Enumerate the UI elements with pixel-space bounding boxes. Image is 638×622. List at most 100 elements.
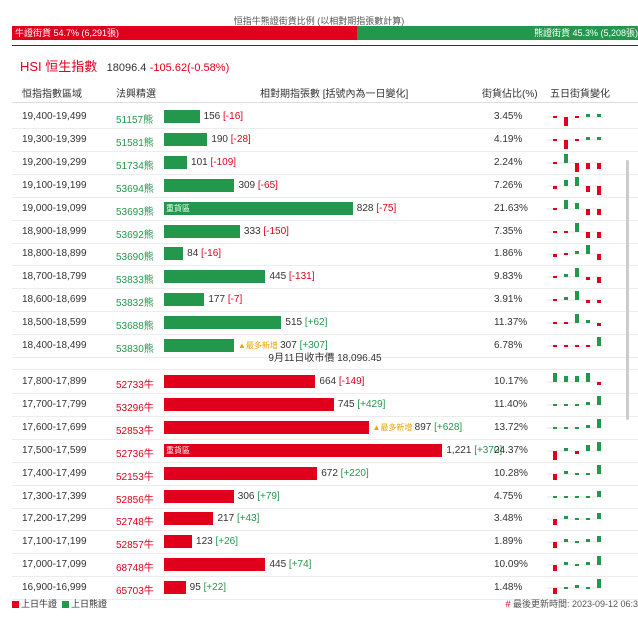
five-day-trend [547, 114, 603, 126]
row-pct: 10.09% [494, 559, 528, 571]
table-row[interactable]: 17,100-17,199 52857牛 123 [+26] 1.89% [12, 531, 638, 555]
row-code-link[interactable]: 53692熊 [116, 229, 154, 241]
row-pct: 10.28% [494, 467, 528, 479]
row-pct: 3.45% [494, 111, 523, 122]
row-code-link[interactable]: 53694熊 [116, 183, 154, 195]
count-value: 309 [238, 179, 258, 191]
row-range: 18,400-18,499 [22, 340, 87, 351]
table-row[interactable]: 17,000-17,099 68748牛 445 [+74] 10.09% [12, 554, 638, 578]
row-code-link[interactable]: 51734熊 [116, 160, 154, 172]
table-row[interactable]: 17,600-17,699 52853牛 ▲最多新增 897 [+628] 13.72… [12, 417, 638, 440]
row-count: 1,221 [+370] [446, 445, 502, 456]
trend-day-mark [575, 495, 579, 498]
legend-bear-swatch [62, 601, 70, 609]
row-code-link[interactable]: 65703牛 [116, 586, 154, 598]
table-row[interactable]: 17,700-17,799 53296牛 745 [+429] 11.40% [12, 394, 638, 417]
row-pct: 10.17% [494, 376, 528, 387]
row-code-link[interactable]: 53296牛 [116, 402, 154, 414]
count-value: 156 [203, 111, 224, 122]
row-pct: 13.72% [494, 421, 528, 433]
table-row[interactable]: 19,200-19,299 51734熊 101 [-109] 2.24% [12, 152, 638, 175]
row-code-link[interactable]: 53688熊 [116, 321, 154, 333]
count-bar [164, 247, 184, 261]
table-row[interactable]: 19,400-19,499 51157熊 156 [-16] 3.45% [12, 106, 638, 129]
row-code-link[interactable]: 53690熊 [116, 252, 154, 264]
trend-day-mark [553, 207, 557, 210]
trend-day-mark [575, 268, 579, 278]
table-row[interactable]: 17,400-17,499 52153牛 672 [+220] 10.28% [12, 463, 638, 486]
table-row[interactable]: 19,000-19,099 53693熊 重貨區 828 [-75] 21.63% [12, 198, 638, 221]
row-code-link[interactable]: 52853牛 [116, 425, 154, 437]
trend-day-mark [586, 300, 590, 304]
trend-day-mark [553, 116, 557, 118]
row-count: ▲最多新增 897 [+628] [373, 422, 463, 433]
table-row[interactable]: 19,100-19,199 53694熊 309 [-65] 7.26% [12, 175, 638, 198]
count-bar [164, 270, 266, 284]
trend-day-mark [575, 202, 579, 209]
row-code-link[interactable]: 53833熊 [116, 275, 154, 287]
row-code-link[interactable]: 52736牛 [116, 448, 154, 460]
count-change: [+220] [340, 467, 369, 479]
trend-day-mark [597, 300, 601, 304]
scrollbar[interactable] [626, 160, 629, 420]
trend-day-mark [597, 114, 601, 117]
close-price-line: 9月11日收市價 18,096.45 [12, 349, 638, 370]
table-row[interactable]: 19,300-19,399 51581熊 190 [-28] 4.19% [12, 129, 638, 152]
table-row[interactable]: 17,800-17,899 52733牛 664 [-149] 10.17% [12, 371, 638, 394]
trend-day-mark [553, 450, 557, 460]
trend-day-mark [564, 117, 568, 126]
row-code-link[interactable]: 53693熊 [116, 206, 154, 218]
count-change: [-16] [201, 248, 222, 260]
row-code-link[interactable]: 52856牛 [116, 494, 154, 506]
five-day-trend [547, 337, 603, 347]
trend-day-mark [586, 245, 590, 255]
row-code-link[interactable]: 51581熊 [116, 137, 154, 149]
trend-day-mark [597, 162, 601, 169]
row-code-link[interactable]: 52748牛 [116, 517, 154, 529]
row-count: 333 [-150] [244, 226, 289, 237]
count-value: 445 [269, 559, 289, 571]
table-row[interactable]: 18,800-18,899 53690熊 84 [-16] 1.86% [12, 243, 638, 267]
table-row[interactable]: 18,600-18,699 53832熊 177 [-7] 3.91% [12, 289, 638, 313]
trend-day-mark [586, 587, 590, 590]
row-range: 17,200-17,299 [22, 513, 87, 525]
row-code-link[interactable]: 53832熊 [116, 298, 154, 310]
row-code-link[interactable]: 68748牛 [116, 563, 154, 575]
row-count: 217 [+43] [217, 513, 259, 524]
count-bar [164, 375, 316, 388]
count-change: [-109] [210, 156, 237, 168]
table-row[interactable]: 18,500-18,599 53688熊 515 [+62] 11.37% [12, 312, 638, 336]
table-row[interactable]: 17,500-17,599 52736牛 重貨區 1,221 [+370] 24.37% [12, 440, 638, 463]
trend-day-mark [586, 444, 590, 451]
table-row[interactable]: 18,400-18,499 53830熊 ▲最多新增 307 [+307] 6.78% [12, 335, 638, 358]
five-day-trend [547, 579, 603, 595]
count-change: [-131] [288, 271, 315, 283]
row-pct: 24.37% [494, 444, 528, 456]
row-pct: 11.40% [494, 398, 528, 410]
row-code-link[interactable]: 51157熊 [116, 115, 154, 126]
row-code-link[interactable]: 53830熊 [116, 344, 154, 355]
row-pct: 1.48% [494, 582, 523, 594]
table-row[interactable]: 18,900-18,999 53692熊 333 [-150] 7.35% [12, 221, 638, 244]
count-change: [+307] [299, 340, 328, 351]
row-code-link[interactable]: 52857牛 [116, 540, 154, 552]
legend-bear-label: 上日熊證 [71, 599, 108, 609]
five-day-trend [547, 314, 603, 327]
chart-title: 恒指牛熊證街貨比例 (以相對期指張數計算) [233, 16, 405, 26]
trend-day-mark [564, 322, 568, 325]
count-change: [-75] [376, 202, 397, 214]
trend-day-mark [553, 588, 557, 595]
row-code-link[interactable]: 52733牛 [116, 380, 154, 391]
row-range: 19,100-19,199 [22, 179, 87, 191]
table-row[interactable]: 16,900-16,999 65703牛 95 [+22] 1.48% [12, 577, 638, 601]
trend-day-mark [553, 519, 557, 526]
table-row[interactable]: 17,200-17,299 52748牛 217 [+43] 3.48% [12, 508, 638, 532]
count-change: [+74] [288, 559, 312, 571]
index-name[interactable]: HSI 恒生指數 [20, 59, 98, 74]
table-row[interactable]: 17,300-17,399 52856牛 306 [+79] 4.75% [12, 486, 638, 509]
row-code-link[interactable]: 52153牛 [116, 471, 154, 483]
count-bar [164, 397, 334, 411]
table-row[interactable]: 18,700-18,799 53833熊 445 [-131] 9.83% [12, 266, 638, 290]
five-day-trend [547, 245, 603, 261]
row-range: 17,000-17,099 [22, 559, 87, 571]
